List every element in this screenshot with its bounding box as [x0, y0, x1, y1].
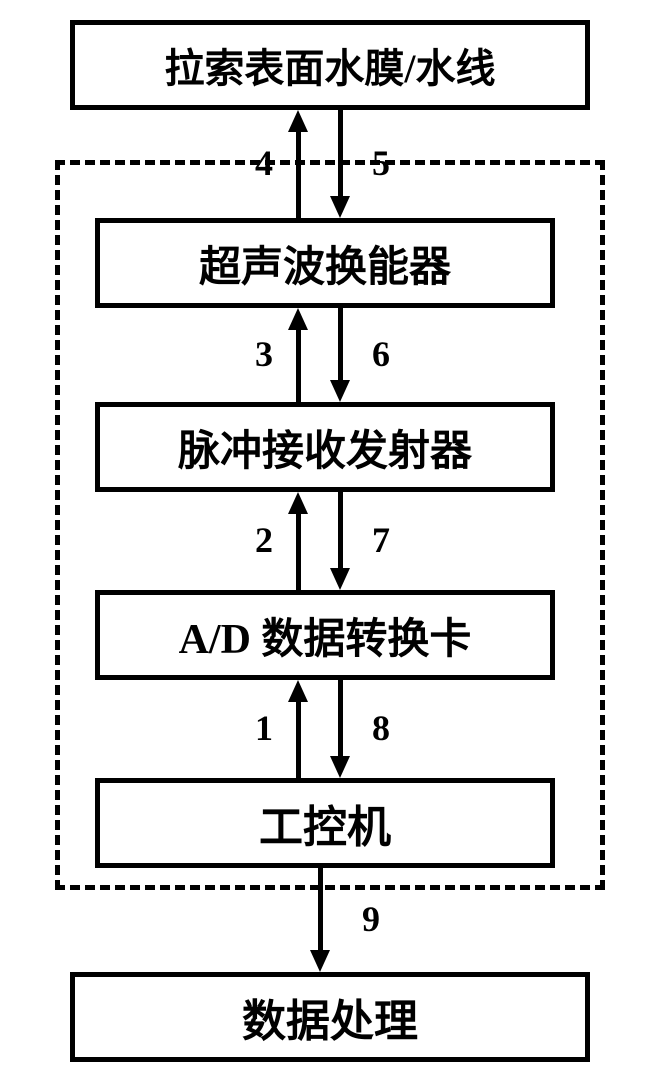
arrow-up-icon [288, 492, 308, 514]
arrow-label-left: 4 [255, 142, 273, 184]
flowchart-box-label: 数据处理 [242, 985, 418, 1049]
flowchart-box-label: A/D 数据转换卡 [179, 605, 472, 666]
arrow-label-right: 7 [372, 519, 390, 561]
flowchart-box-b6: 数据处理 [70, 972, 590, 1062]
arrow-down-icon [310, 950, 330, 972]
arrow-down-icon [330, 196, 350, 218]
flowchart-box-b5: 工控机 [95, 778, 555, 868]
arrow-label-right: 5 [372, 142, 390, 184]
flowchart-box-label: 工控机 [259, 791, 391, 855]
arrow-stem [338, 110, 343, 198]
flowchart-box-label: 脉冲接收发射器 [178, 417, 472, 478]
arrow-label-right: 8 [372, 707, 390, 749]
arrow-stem [296, 328, 301, 402]
arrow-stem [318, 868, 323, 952]
arrow-label-left: 1 [255, 707, 273, 749]
arrow-label-single: 9 [362, 898, 380, 940]
arrow-stem [338, 680, 343, 758]
arrow-stem [296, 700, 301, 778]
arrow-label-right: 6 [372, 333, 390, 375]
arrow-down-icon [330, 380, 350, 402]
arrow-up-icon [288, 680, 308, 702]
arrow-down-icon [330, 568, 350, 590]
arrow-label-left: 2 [255, 519, 273, 561]
flowchart-box-b3: 脉冲接收发射器 [95, 402, 555, 492]
arrow-stem [338, 308, 343, 382]
arrow-stem [338, 492, 343, 570]
arrow-down-icon [330, 756, 350, 778]
flowchart-box-b4: A/D 数据转换卡 [95, 590, 555, 680]
arrow-stem [296, 130, 301, 218]
flowchart-box-label: 超声波换能器 [199, 233, 451, 294]
arrow-stem [296, 512, 301, 590]
arrow-up-icon [288, 110, 308, 132]
arrow-up-icon [288, 308, 308, 330]
flowchart-box-label: 拉索表面水膜/水线 [164, 36, 495, 94]
arrow-label-left: 3 [255, 333, 273, 375]
flowchart-box-b2: 超声波换能器 [95, 218, 555, 308]
flowchart-box-b1: 拉索表面水膜/水线 [70, 20, 590, 110]
